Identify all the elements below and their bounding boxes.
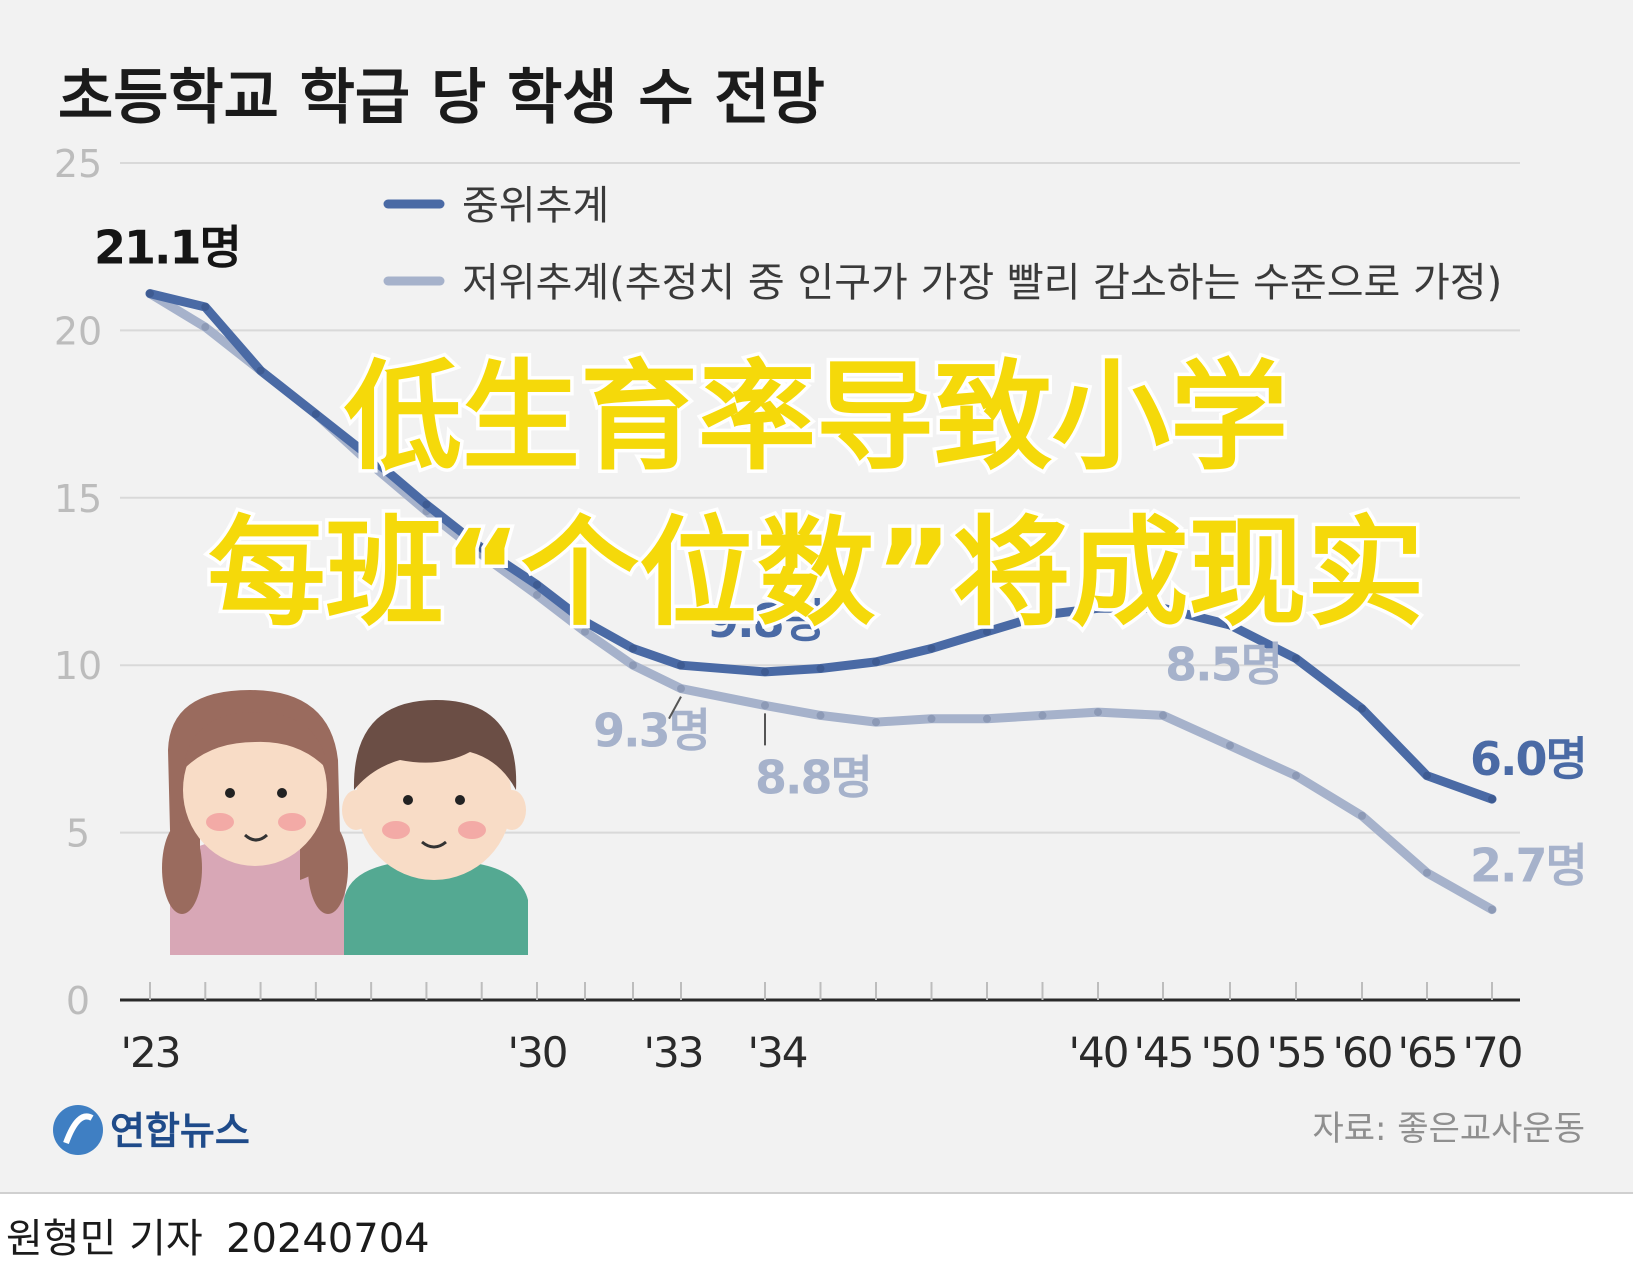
source-note: 자료: 좋은교사운동 xyxy=(1312,1109,1585,1149)
chart-panel xyxy=(0,0,1633,1193)
data-point xyxy=(201,323,210,332)
data-point xyxy=(311,410,320,419)
data-point xyxy=(761,701,769,710)
data-point xyxy=(367,453,376,462)
x-tick-label: '65 xyxy=(1398,1028,1457,1077)
data-point xyxy=(1038,610,1047,619)
x-tick-label: '23 xyxy=(121,1028,180,1077)
leader-line xyxy=(668,696,682,720)
data-point xyxy=(1226,621,1234,630)
data-point xyxy=(256,366,265,375)
x-tick-label: '60 xyxy=(1333,1028,1392,1077)
data-point xyxy=(927,714,936,723)
data-point xyxy=(533,590,541,599)
data-point xyxy=(927,644,936,653)
x-tick-label: '33 xyxy=(644,1028,703,1077)
data-point xyxy=(477,544,486,553)
x-tick-label: '55 xyxy=(1267,1028,1326,1077)
data-point xyxy=(1159,604,1167,613)
data-label: 6.0명 xyxy=(1470,732,1586,786)
y-tick-label: 15 xyxy=(54,477,102,521)
data-point xyxy=(1094,708,1102,717)
data-labels: 21.1명 9.8명 9.3명 8.8명 8.5명 6.0명 2.7명 xyxy=(94,221,1588,893)
overlay-caption: 低生育率导致小学 每班“个位数”将成现实 xyxy=(204,345,1428,646)
overlay-line-2: 每班“个位数”将成现实 xyxy=(207,504,1424,642)
data-point xyxy=(1488,795,1496,804)
x-tick-label: '50 xyxy=(1201,1028,1260,1077)
data-point xyxy=(1423,771,1431,780)
data-point xyxy=(1094,604,1102,613)
data-point xyxy=(1358,704,1366,713)
data-point xyxy=(1226,741,1234,750)
data-point xyxy=(1488,905,1496,914)
series-lines xyxy=(145,289,1497,915)
data-point xyxy=(677,684,685,693)
data-label: 21.1명 xyxy=(94,221,240,275)
data-label: 8.8명 xyxy=(755,750,871,804)
legend-label: 중위추계 xyxy=(462,183,609,229)
data-label: 9.3명 xyxy=(593,704,709,758)
data-point xyxy=(816,664,825,673)
data-point xyxy=(983,627,991,636)
data-label: 9.8명 xyxy=(707,594,823,648)
x-tick-label: '45 xyxy=(1134,1028,1193,1077)
data-point xyxy=(1159,711,1167,720)
data-point xyxy=(629,644,637,653)
chart-title: 초등학교 학급 당 학생 수 전망 xyxy=(58,63,825,133)
y-tick-label: 5 xyxy=(66,812,90,856)
legend-label: 저위추계(추정치 중 인구가 가장 빨리 감소하는 수준으로 가정) xyxy=(462,260,1502,306)
axes: 0 5 10 15 20 25 '23 '30 '33 '34 '40'45'50'55'60'65… xyxy=(54,142,1524,1077)
data-point xyxy=(533,580,541,589)
yonhap-logo-icon xyxy=(53,1105,103,1155)
data-point xyxy=(677,661,685,670)
date: 20240704 xyxy=(226,1216,430,1262)
data-point xyxy=(1038,711,1047,720)
data-label: 2.7명 xyxy=(1470,839,1586,893)
data-point xyxy=(1358,811,1366,820)
y-tick-label: 20 xyxy=(54,309,102,353)
x-tick-label: '40 xyxy=(1069,1028,1128,1077)
children-illustration xyxy=(162,690,528,955)
data-point xyxy=(816,711,825,720)
y-tick-label: 10 xyxy=(54,644,102,688)
overlay-line-1: 低生育率导致小学 xyxy=(344,348,1288,486)
series-line-0 xyxy=(145,289,1497,804)
data-point xyxy=(146,289,154,298)
data-point xyxy=(761,667,769,676)
data-point xyxy=(1292,771,1300,780)
yonhap-logo: 연합뉴스 xyxy=(53,1105,250,1155)
data-point xyxy=(201,302,210,311)
yonhap-logo-text: 연합뉴스 xyxy=(110,1109,250,1153)
x-tick-label: '34 xyxy=(748,1028,807,1077)
x-tick-label: '30 xyxy=(508,1028,567,1077)
byline: 원형민 기자 xyxy=(6,1216,203,1262)
data-point xyxy=(872,657,880,666)
data-point xyxy=(581,617,589,626)
data-point xyxy=(629,661,637,670)
data-point xyxy=(1423,868,1431,877)
data-point xyxy=(581,627,589,636)
x-tick-label: '70 xyxy=(1463,1028,1522,1077)
y-tick-label: 0 xyxy=(66,979,90,1023)
y-tick-label: 25 xyxy=(54,142,102,186)
data-point xyxy=(872,718,880,727)
data-label: 8.5명 xyxy=(1165,637,1281,691)
data-point xyxy=(1292,654,1300,663)
data-point xyxy=(983,714,991,723)
data-point xyxy=(422,500,431,509)
